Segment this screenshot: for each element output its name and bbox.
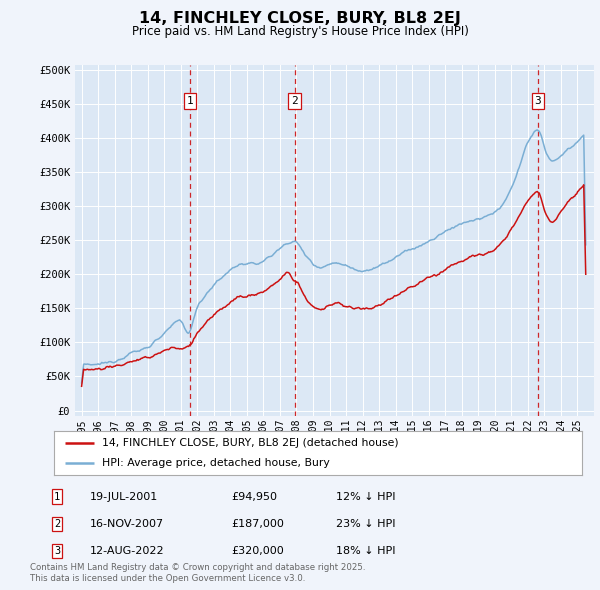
Text: 16-NOV-2007: 16-NOV-2007: [90, 519, 164, 529]
Text: 12% ↓ HPI: 12% ↓ HPI: [336, 492, 395, 502]
Text: £94,950: £94,950: [231, 492, 277, 502]
Text: Contains HM Land Registry data © Crown copyright and database right 2025.: Contains HM Land Registry data © Crown c…: [30, 563, 365, 572]
Text: 1: 1: [187, 96, 193, 106]
Text: £187,000: £187,000: [231, 519, 284, 529]
Text: This data is licensed under the Open Government Licence v3.0.: This data is licensed under the Open Gov…: [30, 574, 305, 583]
Text: 2: 2: [291, 96, 298, 106]
Text: 3: 3: [535, 96, 541, 106]
Text: 12-AUG-2022: 12-AUG-2022: [90, 546, 164, 556]
Text: 14, FINCHLEY CLOSE, BURY, BL8 2EJ (detached house): 14, FINCHLEY CLOSE, BURY, BL8 2EJ (detac…: [101, 438, 398, 448]
Text: Price paid vs. HM Land Registry's House Price Index (HPI): Price paid vs. HM Land Registry's House …: [131, 25, 469, 38]
Text: 18% ↓ HPI: 18% ↓ HPI: [336, 546, 395, 556]
Text: 2: 2: [54, 519, 60, 529]
Text: 1: 1: [54, 492, 60, 502]
Text: HPI: Average price, detached house, Bury: HPI: Average price, detached house, Bury: [101, 458, 329, 468]
Text: 14, FINCHLEY CLOSE, BURY, BL8 2EJ: 14, FINCHLEY CLOSE, BURY, BL8 2EJ: [139, 11, 461, 25]
Text: 3: 3: [54, 546, 60, 556]
Text: 23% ↓ HPI: 23% ↓ HPI: [336, 519, 395, 529]
Text: 19-JUL-2001: 19-JUL-2001: [90, 492, 158, 502]
Text: £320,000: £320,000: [231, 546, 284, 556]
